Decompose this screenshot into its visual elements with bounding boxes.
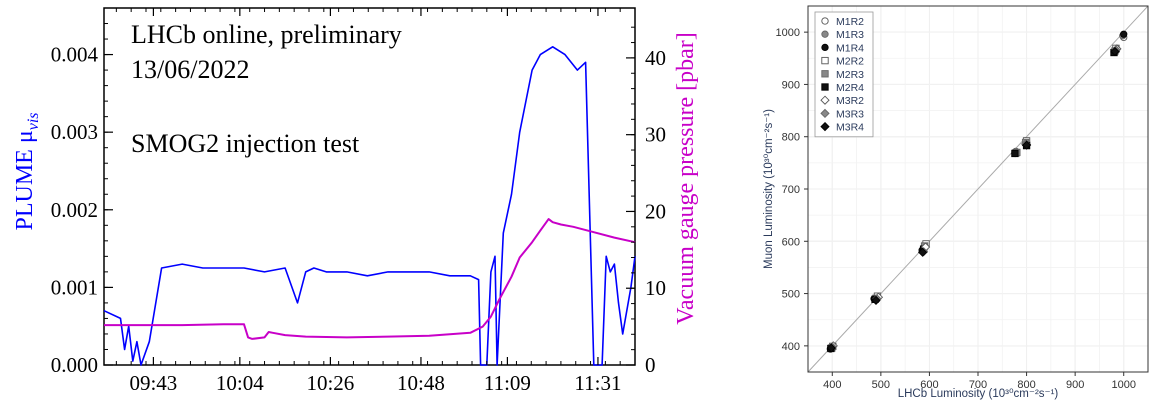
x-tick-label: 09:43	[129, 371, 177, 395]
y2-tick-label: 40	[645, 46, 666, 70]
annotation-text: SMOG2 injection test	[131, 129, 360, 158]
data-point-m3r4	[871, 295, 881, 306]
y-axis-label: Muon Luminosity (10³⁰cm⁻²s⁻¹)	[763, 109, 775, 269]
data-point-m3r4	[826, 343, 836, 353]
data-point-m3r4	[917, 247, 928, 257]
data-point-m3r4	[1021, 140, 1032, 150]
y-tick-label: 700	[782, 184, 800, 196]
legend-marker-m3r3	[820, 108, 830, 119]
y-tick-label: 900	[782, 79, 800, 91]
y-tick-label: 0.001	[51, 275, 98, 299]
y-tick-label: 0.003	[51, 120, 98, 144]
legend-marker-m3r2	[820, 95, 830, 105]
x-tick-label: 900	[1066, 379, 1084, 391]
legend-marker-m2r4	[821, 83, 829, 91]
x-tick-label: 1000	[1111, 379, 1135, 391]
legend-label: M3R4	[836, 122, 864, 134]
x-tick-label: 10:04	[216, 371, 264, 395]
y-tick-label: 0.004	[51, 43, 99, 67]
y2-axis-label: Vacuum gauge pressure [pbar]	[673, 32, 699, 325]
legend-marker-m1r3	[821, 30, 829, 38]
data-point-m1r4	[1120, 30, 1128, 38]
y-axis-label: PLUME μvis	[12, 113, 42, 231]
y-tick-label: 600	[782, 236, 800, 248]
data-point-m2r4	[1011, 149, 1019, 158]
plot-frame	[103, 7, 636, 366]
plume-time-series-chart: 09:43 10:04 10:26 10:48 11:09 11:31 0.000 0.001…	[12, 7, 699, 395]
y2-tick-label: 20	[645, 199, 666, 223]
annotation-text: 13/06/2022	[131, 55, 249, 84]
legend-marker-m1r2	[821, 17, 829, 25]
y-tick-label: 800	[782, 132, 800, 144]
y-tick-label: 400	[782, 341, 800, 353]
x-tick-label: 10:48	[397, 371, 445, 395]
legend-label: M1R2	[836, 16, 864, 28]
legend-label: M2R2	[836, 56, 864, 68]
legend-label: M1R3	[836, 29, 864, 41]
identity-reference-line	[807, 5, 1149, 373]
legend-marker-m1r4	[821, 43, 829, 52]
x-axis-label: LHCb Luminosity (10³⁰cm⁻²s⁻¹)	[898, 388, 1059, 400]
legend-label: M2R3	[836, 69, 864, 81]
legend-marker-m2r2	[821, 56, 829, 65]
y-tick-label: 0.000	[51, 353, 98, 377]
pressure-series-line	[104, 218, 636, 340]
x-tick-label: 700	[969, 379, 987, 391]
x-tick-label: 800	[1017, 379, 1035, 391]
x-tick-label: 11:31	[574, 371, 621, 395]
legend-label: M3R3	[836, 108, 864, 120]
legend-label: M1R4	[836, 42, 864, 54]
y-tick-label: 0.002	[51, 198, 98, 222]
legend-label: M2R4	[836, 82, 864, 94]
legend-marker-m2r3	[821, 70, 829, 78]
y-tick-label: 500	[782, 289, 800, 301]
x-tick-label: 600	[920, 379, 938, 391]
luminosity-scatter-chart: 400 500 600 700 800 900 1000 400 500 600 700 800 900…	[763, 5, 1149, 400]
x-tick-label: 11:09	[484, 371, 531, 395]
x-tick-label: 500	[872, 379, 890, 391]
plume-series-line	[103, 45, 636, 366]
legend-label: M3R2	[836, 95, 864, 107]
y-tick-label: 1000	[776, 27, 800, 39]
x-tick-label: 10:26	[306, 371, 354, 395]
y2-tick-label: 10	[645, 276, 666, 300]
legend-marker-m3r4	[820, 121, 830, 132]
y2-tick-label: 0	[645, 353, 656, 377]
x-tick-label: 400	[823, 379, 841, 391]
y2-tick-label: 30	[645, 123, 666, 147]
data-point-m3r4	[1110, 46, 1120, 57]
annotation-text: LHCb online, preliminary	[131, 20, 402, 49]
